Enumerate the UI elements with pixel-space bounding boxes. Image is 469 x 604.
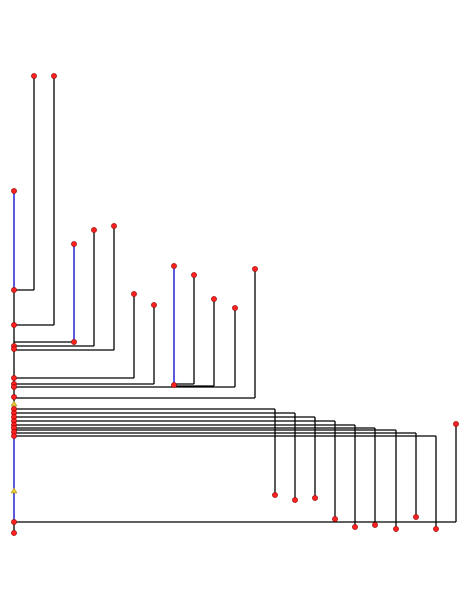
leaf-node-upper-2 <box>91 227 97 233</box>
leaf-node-lower-6 <box>393 526 399 532</box>
leaf-node-internal-a <box>71 241 77 247</box>
spine-node-1 <box>11 287 17 293</box>
spine-node-4 <box>11 346 17 352</box>
internal-node-a <box>71 339 77 345</box>
marker-lower <box>10 487 18 494</box>
leaf-node-upper-6 <box>252 266 258 272</box>
leaf-node-lower-2 <box>312 495 318 501</box>
spine-node-7 <box>11 384 17 390</box>
spine-node-17 <box>11 519 17 525</box>
spine-node-16 <box>11 433 17 439</box>
spine-node-0 <box>11 188 17 194</box>
leaf-node-subtree-0 <box>191 272 197 278</box>
leaf-node-lower-7 <box>413 514 419 520</box>
leaf-node-upper-5 <box>151 302 157 308</box>
leaf-node-lower-1 <box>292 497 298 503</box>
leaf-node-subtree-1 <box>211 296 217 302</box>
leaf-node-upper-3 <box>111 223 117 229</box>
spine-node-2 <box>11 322 17 328</box>
leaf-node-subtree-top <box>171 263 177 269</box>
spine-node-5 <box>11 375 17 381</box>
spine-node-18 <box>11 530 17 536</box>
internal-node-subtree <box>171 382 177 388</box>
leaf-node-upper-1 <box>51 73 57 79</box>
leaf-node-lower-3 <box>332 516 338 522</box>
leaf-node-lower-5 <box>372 522 378 528</box>
marker-upper <box>10 400 18 407</box>
leaf-node-lower-8 <box>433 526 439 532</box>
leaf-node-upper-0 <box>31 73 37 79</box>
leaf-node-subtree-2 <box>232 305 238 311</box>
leaf-node-lower-0 <box>272 492 278 498</box>
leaf-node-lower-4 <box>352 524 358 530</box>
leaf-node-far-right <box>453 421 459 427</box>
tree-edges <box>13 76 457 533</box>
leaf-node-upper-4 <box>131 291 137 297</box>
tree-nodes <box>10 73 459 536</box>
spine-node-8 <box>11 394 17 400</box>
